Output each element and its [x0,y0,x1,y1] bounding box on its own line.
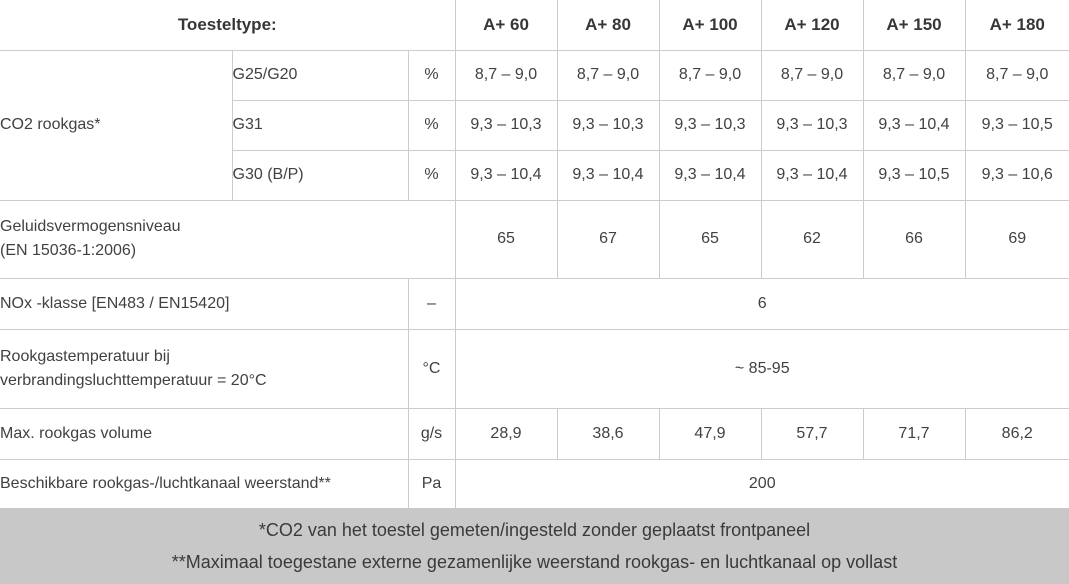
value-cell: 57,7 [760,407,864,460]
row-co2-g25-g20: CO2 rookgas* G25/G20 % 8,7 – 9,0 8,7 – 9… [0,49,1069,201]
header-row: Toesteltype: A+ 60 A+ 80 A+ 100 A+ 120 A… [0,0,1069,51]
row-co2-g31: G31 % 9,3 – 10,3 9,3 – 10,3 9,3 – 10,3 9… [0,99,1069,151]
value-cell: 9,3 – 10,4 [658,149,762,201]
row-label-resistance: Beschikbare rookgas-/luchtkanaal weersta… [0,458,409,509]
value-cell: 38,6 [556,407,660,460]
value-cell: 65 [454,199,558,279]
value-cell: 47,9 [658,407,762,460]
footnote-max-resistance: **Maximaal toegestane externe gezamenlij… [171,552,898,572]
label-line-1: Geluidsvermogensniveau [0,218,181,235]
value-cell: 8,7 – 9,0 [964,49,1069,101]
label-line-1: Rookgastemperatuur bij [0,347,170,365]
value-cell: 9,3 – 10,4 [862,99,966,151]
row-co2-g30: G30 (B/P) % 9,3 – 10,4 9,3 – 10,4 9,3 – … [0,149,1069,201]
row-label-flue-temp: Rookgastemperatuur bij verbrandingslucht… [0,328,409,409]
unit-cell: °C [407,328,456,409]
column-header-a80: A+ 80 [556,0,660,51]
gas-type-label: G25/G20 [231,49,409,101]
unit-cell: % [407,149,456,201]
value-cell: 9,3 – 10,3 [658,99,762,151]
column-header-a150: A+ 150 [862,0,966,51]
value-cell: 8,7 – 9,0 [862,49,966,101]
value-cell: 86,2 [964,407,1069,460]
value-cell-spanned: ~ 85-95 [454,328,1069,409]
value-cell: 9,3 – 10,3 [556,99,660,151]
label-line-2: verbrandingsluchttemperatuur = 20°C [0,371,267,389]
row-label-sound-power: Geluidsvermogensniveau (EN 15036-1:2006) [0,199,456,279]
value-cell-spanned: 200 [454,458,1069,509]
label-line-2: (EN 15036-1:2006) [0,242,137,259]
value-cell: 9,3 – 10,6 [964,149,1069,201]
column-header-a100: A+ 100 [658,0,762,51]
appliance-spec-table: Toesteltype: A+ 60 A+ 80 A+ 100 A+ 120 A… [0,0,1069,509]
value-cell: 9,3 – 10,3 [760,99,864,151]
value-cell: 9,3 – 10,4 [454,149,558,201]
row-label-co2: CO2 rookgas* [0,49,233,201]
row-sound-power-level: Geluidsvermogensniveau (EN 15036-1:2006)… [0,199,1069,279]
value-cell: 28,9 [454,407,558,460]
table-title: Toesteltype: [0,0,456,51]
row-max-flue-gas-volume: Max. rookgas volume g/s 28,9 38,6 47,9 5… [0,407,1069,460]
value-cell: 9,3 – 10,5 [964,99,1069,151]
value-cell: 9,3 – 10,5 [862,149,966,201]
row-flue-gas-temperature: Rookgastemperatuur bij verbrandingslucht… [0,328,1069,409]
gas-type-label: G30 (B/P) [231,149,409,201]
row-label-flue-volume: Max. rookgas volume [0,407,409,460]
value-cell: 8,7 – 9,0 [556,49,660,101]
column-header-a120: A+ 120 [760,0,864,51]
row-available-duct-resistance: Beschikbare rookgas-/luchtkanaal weersta… [0,458,1069,509]
footnote-co2-measurement: *CO2 van het toestel gemeten/ingesteld z… [258,520,811,540]
column-header-a60: A+ 60 [454,0,558,51]
value-cell: 9,3 – 10,4 [556,149,660,201]
value-cell: 65 [658,199,762,279]
unit-cell: g/s [407,407,456,460]
gas-type-label: G31 [231,99,409,151]
value-cell: 67 [556,199,660,279]
value-cell: 62 [760,199,864,279]
value-cell-spanned: 6 [454,277,1069,330]
row-nox-class: NOx -klasse [EN483 / EN15420] – 6 [0,277,1069,330]
unit-cell: Pa [407,458,456,509]
value-cell: 66 [862,199,966,279]
unit-cell: % [407,49,456,101]
column-header-a180: A+ 180 [964,0,1069,51]
value-cell: 8,7 – 9,0 [760,49,864,101]
unit-cell: % [407,99,456,151]
value-cell: 9,3 – 10,3 [454,99,558,151]
row-label-nox: NOx -klasse [EN483 / EN15420] [0,277,409,330]
value-cell: 8,7 – 9,0 [658,49,762,101]
value-cell: 69 [964,199,1069,279]
unit-cell: – [407,277,456,330]
value-cell: 8,7 – 9,0 [454,49,558,101]
value-cell: 71,7 [862,407,966,460]
footnotes-band: *CO2 van het toestel gemeten/ingesteld z… [0,508,1069,584]
value-cell: 9,3 – 10,4 [760,149,864,201]
